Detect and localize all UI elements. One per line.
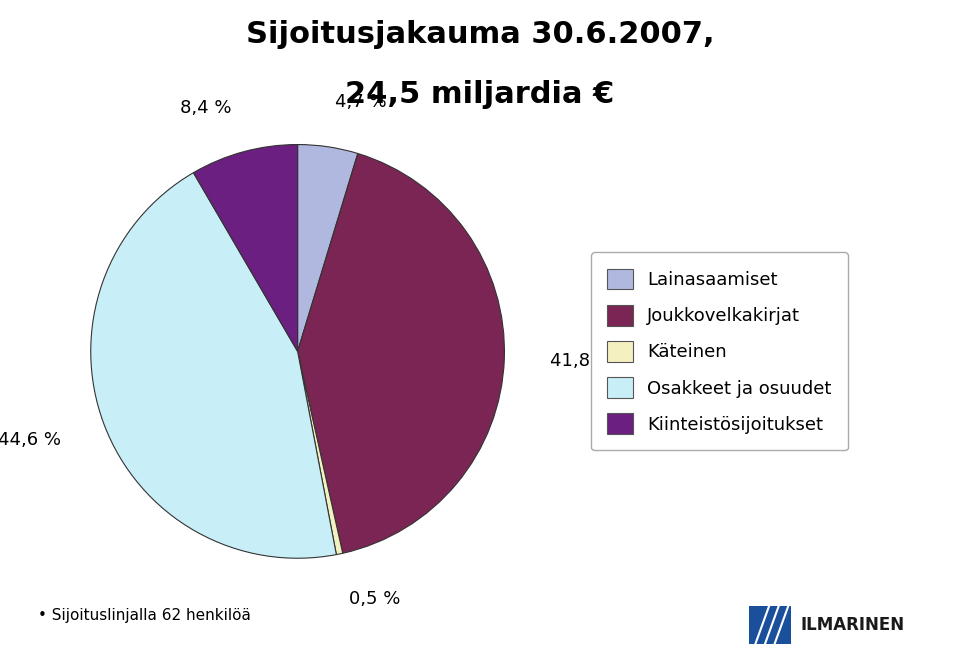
Text: 4,7 %: 4,7 % [335, 93, 386, 111]
Text: • Sijoituslinjalla 62 henkilöä: • Sijoituslinjalla 62 henkilöä [38, 608, 252, 623]
Wedge shape [193, 145, 298, 351]
Wedge shape [298, 154, 504, 553]
Text: 0,5 %: 0,5 % [348, 589, 400, 607]
Wedge shape [298, 145, 358, 351]
Text: 24,5 miljardia €: 24,5 miljardia € [346, 80, 614, 109]
Text: 8,4 %: 8,4 % [180, 99, 231, 117]
Text: 41,8 %: 41,8 % [550, 352, 612, 370]
Bar [749, 605, 791, 644]
Wedge shape [91, 172, 336, 558]
Wedge shape [298, 351, 343, 554]
Legend: Lainasaamiset, Joukkovelkakirjat, Käteinen, Osakkeet ja osuudet, Kiinteistösijoi: Lainasaamiset, Joukkovelkakirjat, Kätein… [591, 253, 848, 450]
Text: Sijoitusjakauma 30.6.2007,: Sijoitusjakauma 30.6.2007, [246, 20, 714, 49]
Text: ILMARINEN: ILMARINEN [801, 616, 904, 634]
Text: 44,6 %: 44,6 % [0, 431, 61, 449]
